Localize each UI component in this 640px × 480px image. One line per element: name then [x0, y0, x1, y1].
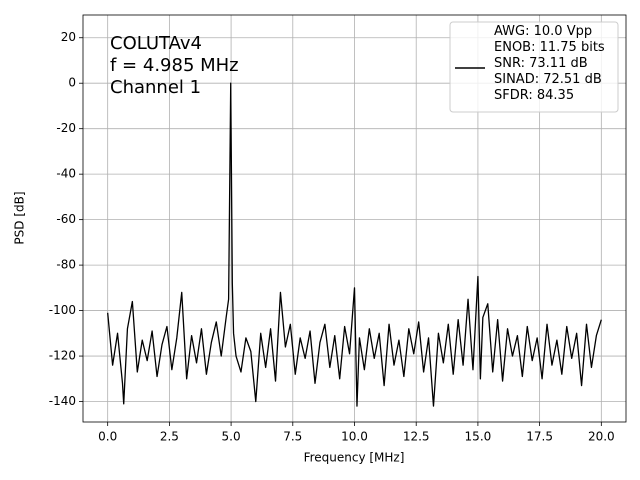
x-axis-title: Frequency [MHz]	[304, 451, 405, 465]
y-tick-label: 0	[68, 76, 76, 90]
annotation: COLUTAv4	[110, 33, 202, 54]
y-axis-title: PSD [dB]	[13, 191, 27, 244]
x-tick-label: 10.0	[341, 430, 368, 444]
y-tick-label: -20	[56, 121, 76, 135]
x-tick-label: 15.0	[465, 430, 492, 444]
legend-box	[449, 21, 619, 113]
annotation: f = 4.985 MHz	[110, 55, 239, 76]
y-tick-label: -60	[56, 212, 76, 226]
x-tick-label: 7.5	[283, 430, 302, 444]
spectrum-line	[107, 82, 602, 407]
y-tick-label: -140	[49, 394, 76, 408]
x-tick-label: 17.5	[526, 430, 553, 444]
y-tick-label: 20	[61, 30, 76, 44]
legend-label: AWG: 10.0 Vpp ENOB: 11.75 bits SNR: 73.1…	[494, 24, 605, 103]
y-tick-label: -80	[56, 258, 76, 272]
y-tick-label: -40	[56, 167, 76, 181]
x-tick-label: 12.5	[403, 430, 430, 444]
y-tick-label: -120	[49, 349, 76, 363]
x-tick-label: 5.0	[222, 430, 241, 444]
plot-frame	[82, 14, 627, 423]
x-tick-label: 20.0	[588, 430, 615, 444]
annotation: Channel 1	[110, 77, 201, 98]
x-tick-label: 0.0	[98, 430, 117, 444]
x-tick-label: 2.5	[160, 430, 179, 444]
y-tick-label: -100	[49, 303, 76, 317]
